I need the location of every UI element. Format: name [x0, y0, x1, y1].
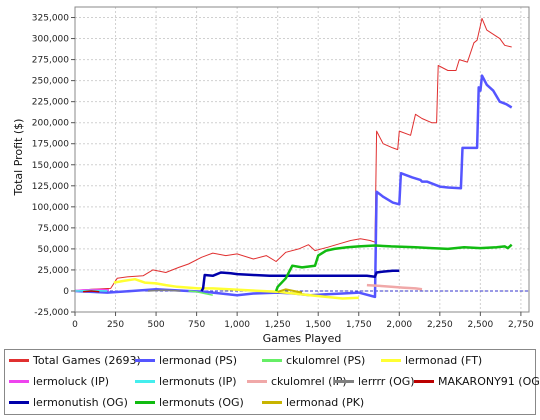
- x-tick-label: 0: [72, 320, 78, 330]
- legend-label: ckulomrel (PS): [286, 353, 366, 367]
- series-line-lerrrr-og: [147, 289, 181, 292]
- series-line-lermonad-pk: [277, 288, 303, 294]
- y-tick-label: 175,000: [32, 140, 69, 150]
- legend-item: lermonuts (OG): [135, 395, 244, 409]
- series-line-lermonad-ft: [113, 277, 359, 300]
- legend-swatch: [247, 379, 267, 383]
- x-tick-label: 1,500: [305, 320, 331, 330]
- x-tick-label: 2,750: [508, 320, 534, 330]
- x-tick-label: 1,000: [224, 320, 250, 330]
- y-tick-label: 125,000: [32, 182, 69, 192]
- legend-item: MAKARONY91 (OG): [414, 374, 540, 388]
- legend-label: ckulomrel (IP): [271, 374, 347, 388]
- x-tick-label: 500: [147, 320, 164, 330]
- legend-item: lerrrr (OG): [334, 374, 415, 388]
- series-line-lermonuts-og: [274, 243, 513, 292]
- y-tick-label: 0: [63, 287, 69, 297]
- x-tick-label: 750: [188, 320, 205, 330]
- legend-label: lermonad (PS): [159, 353, 237, 367]
- x-axis-label: Games Played: [263, 332, 342, 345]
- legend-swatch: [9, 379, 29, 383]
- legend-swatch: [135, 400, 155, 404]
- y-tick-label: 25,000: [38, 266, 70, 276]
- plot-border: [74, 6, 530, 313]
- x-tick-label: 1,250: [265, 320, 291, 330]
- y-tick-label: -25,000: [34, 308, 69, 318]
- legend-label: Total Games (2693): [33, 353, 141, 367]
- y-axis-label: Total Profit ($): [12, 119, 25, 197]
- legend-swatch: [262, 400, 282, 404]
- series-line-ckulomrel-ps: [188, 290, 213, 296]
- legend-swatch: [135, 358, 155, 362]
- x-tick-label: 250: [107, 320, 124, 330]
- legend-item: lermonuts (IP): [135, 374, 237, 388]
- series-line-lermonutish-og: [200, 269, 400, 292]
- legend-swatch: [334, 379, 354, 383]
- legend-item: ckulomrel (PS): [262, 353, 365, 367]
- x-tick-label: 1,750: [346, 320, 372, 330]
- x-tick-label: 2,000: [386, 320, 412, 330]
- y-tick-label: 100,000: [32, 203, 69, 213]
- legend-item: lermonutish (OG): [9, 395, 128, 409]
- y-tick-label: 225,000: [32, 98, 69, 108]
- y-tick-label: 250,000: [32, 77, 69, 87]
- y-tick-label: 150,000: [32, 161, 69, 171]
- legend-label: lermonad (FT): [405, 353, 483, 367]
- y-tick-label: 300,000: [32, 35, 69, 45]
- legend-label: lerrrr (OG): [358, 374, 415, 388]
- profit-chart: 0 250 500 750 1,000 1,250 1,500 1,750 2,000 2,250…: [12, 6, 534, 345]
- legend-swatch: [414, 379, 434, 383]
- series-line-lermonad-ps: [74, 74, 513, 299]
- series-line-total-games-2693: [74, 17, 512, 292]
- legend-item: ckulomrel (IP): [247, 374, 347, 388]
- legend-label: lermonutish (OG): [33, 395, 128, 409]
- y-tick-label: 325,000: [32, 14, 69, 24]
- legend-item: Total Games (2693): [9, 353, 141, 367]
- y-tick-label: 275,000: [32, 56, 69, 66]
- x-tick-label: 2,500: [467, 320, 493, 330]
- y-tick-label: 75,000: [38, 224, 70, 234]
- legend-item: lermoluck (IP): [9, 374, 109, 388]
- legend-item: lermonad (FT): [381, 353, 482, 367]
- legend-label: lermonuts (IP): [159, 374, 237, 388]
- legend-swatch: [9, 358, 29, 362]
- series-line-ckulomrel-ip: [366, 283, 423, 291]
- legend-item: lermonad (PS): [135, 353, 237, 367]
- legend-swatch: [135, 379, 155, 383]
- legend-swatch: [381, 358, 401, 362]
- legend-swatch: [9, 400, 29, 404]
- legend-label: lermoluck (IP): [33, 374, 110, 388]
- y-tick-label: 200,000: [32, 119, 69, 129]
- chart-legend: Total Games (2693) lermonad (PS) ckulomrel…: [4, 349, 540, 415]
- legend-label: lermonuts (OG): [159, 395, 244, 409]
- legend-item: lermonad (PK): [262, 395, 364, 409]
- y-tick-label: 50,000: [38, 245, 70, 255]
- legend-label: lermonad (PK): [286, 395, 365, 409]
- legend-swatch: [262, 358, 282, 362]
- plot-area: [75, 7, 529, 312]
- x-tick-label: 2,250: [427, 320, 453, 330]
- legend-label: MAKARONY91 (OG): [438, 374, 540, 388]
- series-line-makarony91-og: [83, 290, 100, 293]
